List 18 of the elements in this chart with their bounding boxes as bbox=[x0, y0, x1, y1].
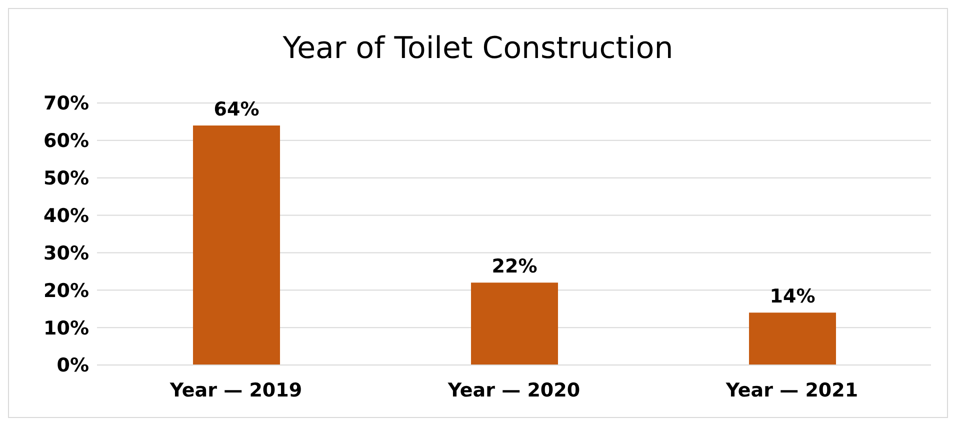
y-tick-label: 0% bbox=[56, 354, 89, 377]
x-tick-label: Year — 2021 bbox=[724, 379, 858, 402]
y-tick-label: 50% bbox=[44, 168, 89, 190]
y-tick-label: 10% bbox=[44, 317, 89, 340]
x-tick-label: Year — 2020 bbox=[446, 379, 580, 402]
y-tick-label: 60% bbox=[44, 130, 89, 152]
data-label: 14% bbox=[770, 286, 816, 308]
y-tick-label: 20% bbox=[44, 280, 89, 302]
data-label: 22% bbox=[492, 256, 538, 278]
bar bbox=[471, 282, 558, 365]
y-tick-label: 30% bbox=[44, 242, 89, 264]
y-tick-label: 40% bbox=[44, 205, 89, 228]
y-tick-label: 70% bbox=[44, 92, 89, 115]
data-label: 64% bbox=[214, 98, 260, 120]
x-tick-label: Year — 2019 bbox=[168, 379, 302, 402]
chart-title: Year of Toilet Construction bbox=[282, 31, 674, 66]
bar bbox=[749, 312, 836, 365]
bar bbox=[193, 125, 280, 365]
